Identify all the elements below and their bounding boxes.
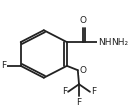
Text: F: F xyxy=(1,61,6,70)
Text: F: F xyxy=(76,98,82,107)
Text: F: F xyxy=(91,87,96,96)
Text: O: O xyxy=(79,16,86,25)
Text: O: O xyxy=(80,66,87,75)
Text: NH: NH xyxy=(98,38,111,47)
Text: F: F xyxy=(62,87,67,96)
Text: NH₂: NH₂ xyxy=(111,38,128,47)
